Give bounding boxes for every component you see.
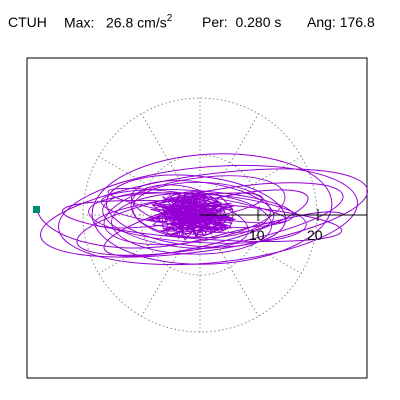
ring-label-10: 10: [249, 227, 265, 243]
grid-spoke-120: [141, 113, 201, 216]
max-readout: Max: 26.8 cm/s2: [64, 13, 173, 31]
max-unit: cm/s: [137, 14, 167, 31]
trace-loop-6: [94, 192, 263, 229]
motion-trace: [36, 153, 368, 266]
max-label: Max:: [64, 14, 95, 31]
trace-orbit-2: [58, 164, 358, 266]
period-readout: Per: 0.280 s: [202, 14, 281, 30]
trace-orbit-4: [91, 153, 333, 265]
station-code: CTUH: [8, 14, 47, 30]
angle-label: Ang:: [307, 14, 336, 30]
grid-spoke-330: [199, 214, 302, 274]
max-unit-exponent: 2: [166, 13, 173, 24]
header-bar: CTUH Max: 26.8 cm/s2 Per: 0.280 s Ang: 1…: [0, 13, 400, 42]
trace-orbit-7: [61, 200, 343, 242]
trace-loop-9: [103, 175, 286, 246]
grid-spoke-300: [199, 214, 259, 317]
angle-value: 176.8: [339, 14, 375, 30]
trace-scribble: [146, 191, 236, 241]
angle-readout: Ang: 176.8: [307, 14, 375, 30]
trace-arc: [36, 209, 346, 249]
grid-spoke-150: [98, 156, 201, 216]
ring-label-20: 20: [307, 227, 323, 243]
trace-orbit-1: [40, 168, 368, 258]
grid-spoke-30: [199, 156, 302, 216]
trace-loop-10: [130, 184, 226, 238]
trace-loop-8: [111, 192, 273, 255]
period-value: 0.280 s: [235, 14, 282, 30]
plot-frame: [26, 57, 368, 379]
period-label: Per:: [202, 14, 228, 30]
grid-spoke-240: [141, 214, 201, 317]
grid-spoke-60: [199, 113, 259, 216]
max-value: 26.8: [106, 14, 134, 31]
grid-spoke-210: [98, 214, 201, 274]
start-marker: [33, 206, 40, 213]
